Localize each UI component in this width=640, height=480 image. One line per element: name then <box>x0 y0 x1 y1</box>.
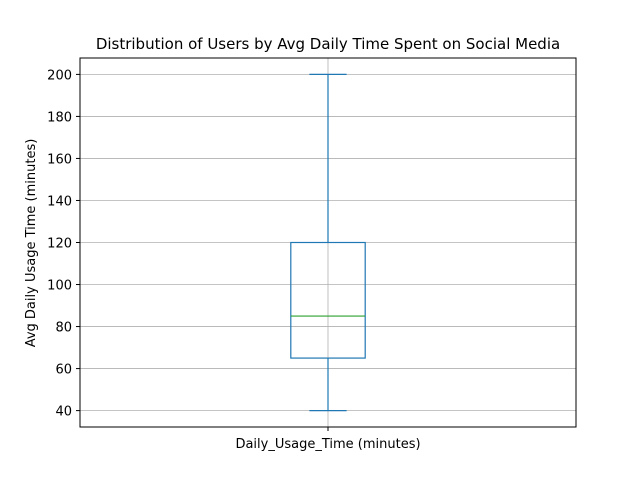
y-tick-label: 160 <box>47 152 72 167</box>
iqr-box <box>290 241 366 359</box>
y-tick-label: 120 <box>47 237 72 252</box>
y-axis-label: Avg Daily Usage Time (minutes) <box>24 139 39 348</box>
y-axis-ticks: 40 60 80 100 120 140 160 180 200 <box>47 68 80 420</box>
y-tick-label: 100 <box>47 279 72 294</box>
y-tick-label: 40 <box>55 405 72 420</box>
y-tick-label: 180 <box>47 110 72 125</box>
box-series <box>290 73 366 412</box>
y-tick-label: 80 <box>55 321 72 336</box>
y-tick-label: 140 <box>47 194 72 209</box>
y-tick-label: 60 <box>55 363 72 378</box>
x-axis-ticks: Daily_Usage_Time (minutes) <box>235 427 421 452</box>
y-tick-label: 200 <box>47 68 72 83</box>
chart-title: Distribution of Users by Avg Daily Time … <box>96 35 560 53</box>
x-tick-label: Daily_Usage_Time (minutes) <box>235 437 420 452</box>
